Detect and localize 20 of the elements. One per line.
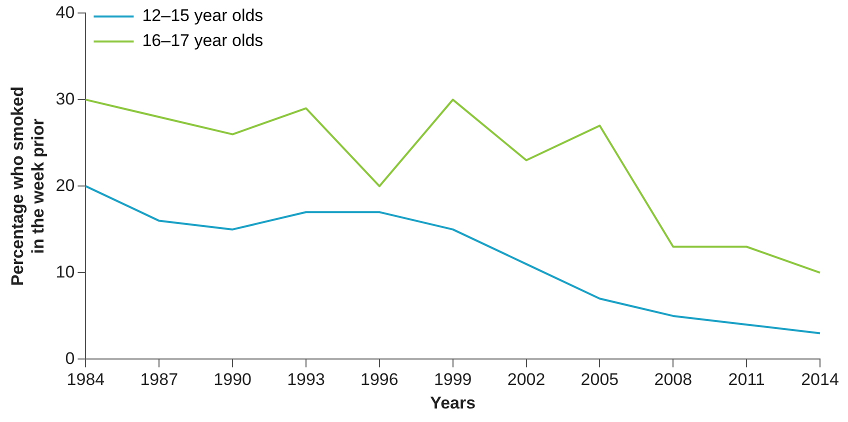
x-tick-label: 1984 [66,370,105,390]
y-tick-label: 10 [56,262,75,282]
y-tick-label: 30 [56,89,75,108]
legend-label: 16–17 year olds [142,31,264,50]
y-tick-label: 20 [56,176,75,195]
x-tick-label: 2005 [580,370,619,390]
x-tick-label: 2011 [728,370,765,390]
x-axis-title: Years [430,393,476,412]
legend-label: 12–15 year olds [142,6,264,26]
x-tick-label: 2014 [801,370,839,390]
x-tick-label: 1990 [214,370,252,390]
x-tick-label: 1993 [287,370,325,390]
x-tick-label: 1999 [434,370,472,390]
y-tick-label: 0 [65,348,75,368]
x-tick-label: 2008 [654,370,692,390]
y-tick-label: 40 [56,2,75,22]
x-tick-label: 1987 [140,370,178,390]
x-tick-label: 1996 [360,370,398,390]
x-tick-label: 2002 [507,370,546,390]
y-axis-title: Percentage who smoked in the week prior [8,86,48,286]
